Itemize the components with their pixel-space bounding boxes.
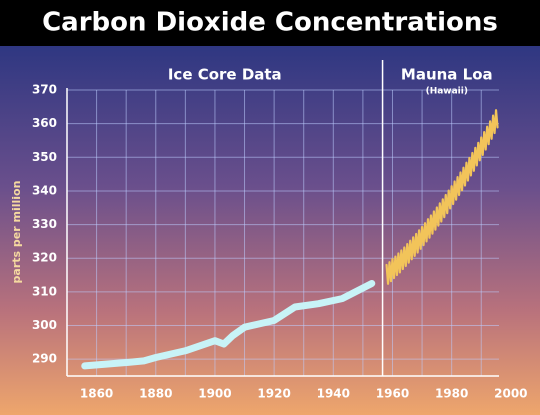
y-tick-label: 320 [32,251,57,265]
y-tick-label: 330 [32,217,57,231]
x-tick-label: 1980 [435,387,468,401]
data-line [385,109,499,285]
y-tick-label: 300 [32,318,57,332]
x-tick-label: 1960 [376,387,409,401]
y-tick-label: 350 [32,150,57,164]
region-note: (Hawaii) [426,87,468,97]
title-band [0,0,540,46]
x-tick-label: 1920 [257,387,290,401]
data-line [81,279,376,370]
x-tick-label: 1940 [317,387,350,401]
chart-title: Carbon Dioxide Concentrations [42,8,498,38]
region-label: Ice Core Data [168,66,282,84]
region-label: Mauna Loa [401,66,493,84]
y-tick-label: 370 [32,83,57,97]
x-tick-label: 1880 [139,387,172,401]
y-tick-label: 340 [32,183,57,197]
y-tick-label: 290 [32,352,57,366]
x-tick-label: 1900 [198,387,231,401]
y-axis-label: parts per million [10,181,23,284]
x-tick-label: 2000 [494,387,527,401]
y-tick-label: 310 [32,284,57,298]
x-tick-label: 1860 [80,387,113,401]
y-tick-label: 360 [32,116,57,130]
